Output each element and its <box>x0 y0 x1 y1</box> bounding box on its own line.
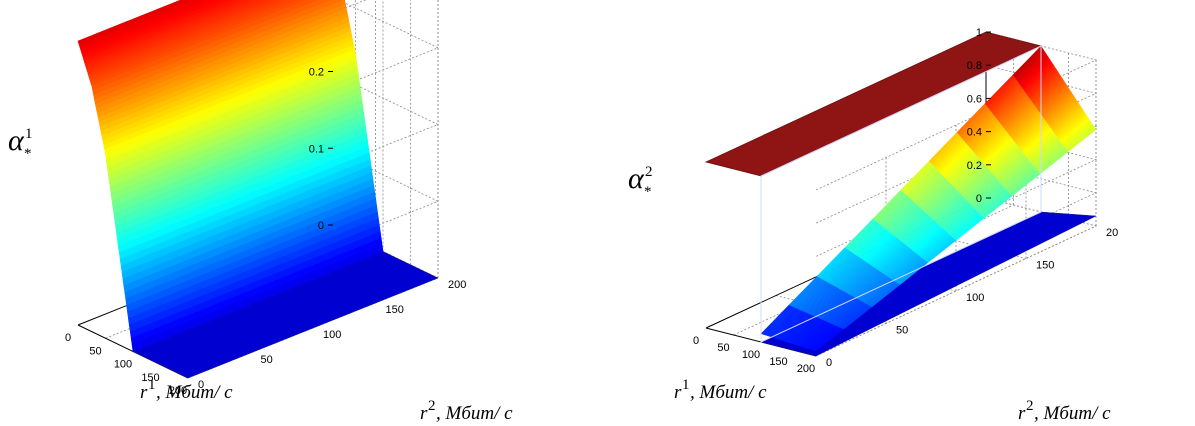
z-axis-label-sup: 1 <box>25 126 33 142</box>
surface-ramp-cell <box>1066 127 1097 153</box>
y-tick-label: 100 <box>966 292 984 304</box>
y-tick-label: 150 <box>1036 260 1054 272</box>
x-tick-label: 100 <box>114 359 132 371</box>
y-tick-label: 150 <box>386 304 404 316</box>
y-axis-label: r <box>1018 403 1026 424</box>
surface-strip <box>131 244 384 352</box>
y-tick-label: 50 <box>261 354 273 366</box>
x-axis-label: r <box>674 382 682 403</box>
z-tick-label: 0.6 <box>967 93 982 105</box>
x-axis-label-sup: 1 <box>682 377 690 393</box>
y-tick-label: 0 <box>198 379 204 391</box>
surface-step-edge <box>760 45 1042 343</box>
z-axis-label-sub: * <box>24 146 32 162</box>
z-tick-label: 0.1 <box>309 143 324 155</box>
z-tick-label: 0 <box>976 193 982 205</box>
grid-line-x-floor <box>815 225 1097 357</box>
y-tick-label: 0 <box>826 357 832 369</box>
y-axis-label-unit: , Мбит/ с <box>1034 403 1111 424</box>
x-tick-label: 150 <box>141 372 159 384</box>
y-tick-label: 20 <box>1106 227 1118 239</box>
chart-alpha2: 0 0.2 0.4 0.6 0.8 1 200 150 100 50 0 0 50 100 150 20 α 2 *… <box>598 0 1195 426</box>
x-tick-label: 200 <box>169 385 187 397</box>
y-tick-label: 200 <box>448 279 466 291</box>
x-axis-label: r <box>140 382 148 403</box>
z-tick-label: 0.4 <box>967 127 982 139</box>
x-tick-label: 50 <box>89 345 101 357</box>
x-axis-label-sup: 1 <box>148 377 156 393</box>
z-tick-label: 0 <box>318 220 324 232</box>
x-tick-label: 200 <box>797 363 815 375</box>
y-tick-label: 50 <box>896 325 908 337</box>
x-tick-label: 150 <box>769 356 787 368</box>
x-axis-label-unit: , Мбит/ с <box>156 382 233 403</box>
y-axis-label-sup: 2 <box>1026 398 1034 414</box>
z-axis-label-sub: * <box>644 184 652 200</box>
z-tick-label: 0.8 <box>967 60 982 72</box>
y-axis-label-sup: 2 <box>428 398 436 414</box>
chart-alpha1-svg: 00.10.20.30.4200150100500050100150200α1*… <box>8 0 513 424</box>
x-axis-label-unit: , Мбит/ с <box>690 382 767 403</box>
z-axis-label-sup: 2 <box>645 164 653 180</box>
z-tick-label: 1 <box>976 27 982 39</box>
y-axis-label-unit: , Мбит/ с <box>436 403 513 424</box>
x-tick-label: 100 <box>742 349 760 361</box>
x-tick-label: 0 <box>65 332 71 344</box>
chart-alpha1: 00.10.20.30.4200150100500050100150200α1*… <box>8 0 513 424</box>
y-tick-label: 100 <box>323 329 341 341</box>
z-axis-label: α <box>8 124 25 157</box>
z-tick-label: 0.2 <box>309 67 324 79</box>
x-tick-label: 50 <box>717 342 729 354</box>
z-tick-label: 0.2 <box>967 160 982 172</box>
z-axis-label: α <box>628 162 645 195</box>
z-tick-label: 0.3 <box>309 0 324 2</box>
x-tick-label: 0 <box>693 335 699 347</box>
y-axis-label: r <box>420 403 428 424</box>
